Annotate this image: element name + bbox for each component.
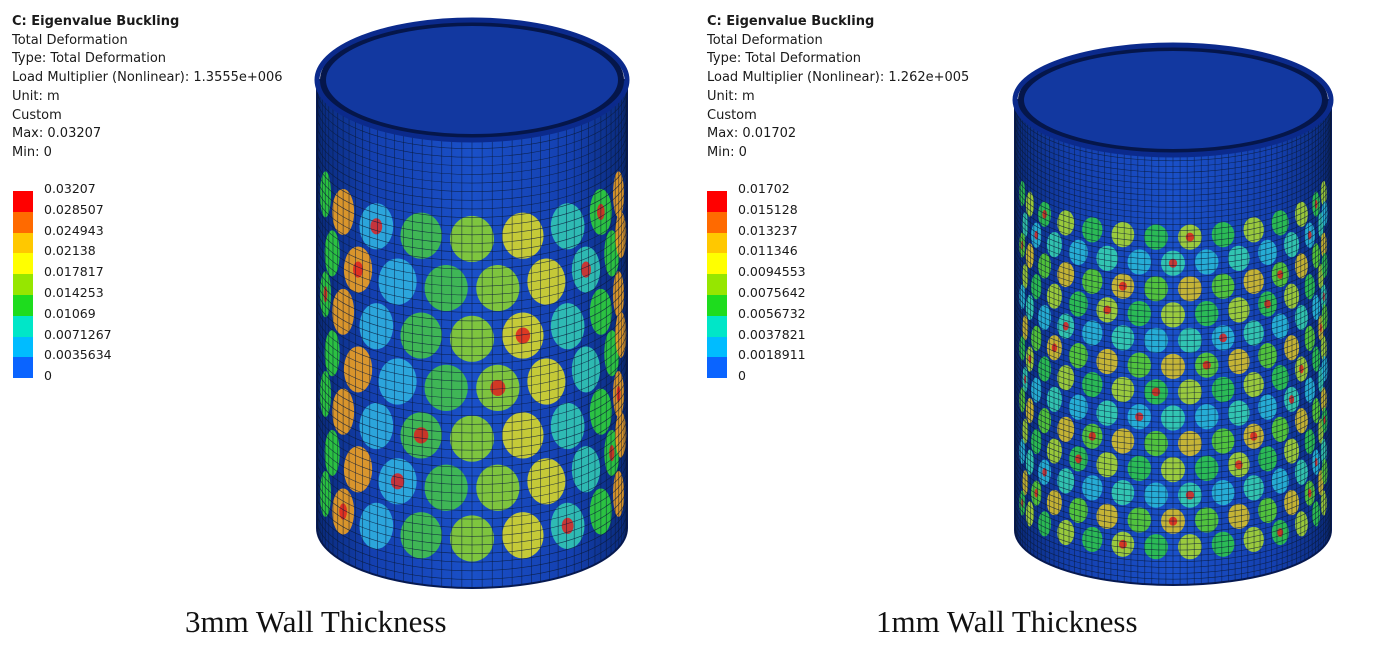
legend-swatch bbox=[13, 253, 33, 275]
legend-value: 0.011346 bbox=[738, 243, 798, 259]
analysis-title: C: Eigenvalue Buckling bbox=[707, 14, 875, 29]
legend-value: 0 bbox=[44, 368, 52, 384]
legend-swatch bbox=[13, 357, 33, 379]
legend-mode: Custom bbox=[707, 107, 757, 123]
max-value: Max: 0.01702 bbox=[707, 126, 797, 142]
legend-mode: Custom bbox=[12, 107, 62, 123]
legend-swatch bbox=[707, 253, 727, 275]
load-multiplier: Load Multiplier (Nonlinear): 1.262e+005 bbox=[707, 70, 970, 86]
legend-value: 0.024943 bbox=[44, 222, 104, 238]
max-value: Max: 0.03207 bbox=[12, 126, 102, 142]
legend-swatch bbox=[13, 336, 33, 358]
legend-value: 0.017817 bbox=[44, 264, 104, 280]
result-name: Total Deformation bbox=[12, 32, 128, 48]
buckled-cylinder-1mm-icon bbox=[1012, 42, 1334, 586]
result-type: Type: Total Deformation bbox=[707, 51, 862, 67]
legend-value: 0.0075642 bbox=[738, 284, 806, 300]
legend-swatch bbox=[13, 315, 33, 337]
legend-value: 0.014253 bbox=[44, 284, 104, 300]
result-type: Type: Total Deformation bbox=[12, 51, 167, 67]
legend-value: 0.015128 bbox=[738, 201, 798, 217]
legend-value: 0.03207 bbox=[44, 181, 96, 196]
legend-value: 0.01702 bbox=[738, 181, 790, 196]
legend-value: 0.0056732 bbox=[738, 305, 806, 321]
load-multiplier: Load Multiplier (Nonlinear): 1.3555e+006 bbox=[12, 70, 283, 86]
legend-value: 0.01069 bbox=[44, 305, 96, 321]
result-info: C: Eigenvalue Buckling Total Deformation… bbox=[707, 13, 969, 163]
legend-value: 0.0037821 bbox=[738, 326, 806, 342]
legend-swatch bbox=[13, 191, 33, 212]
legend-swatch bbox=[13, 274, 33, 296]
legend-swatch bbox=[707, 191, 727, 212]
legend-swatch bbox=[13, 294, 33, 316]
legend-swatch bbox=[707, 274, 727, 296]
legend-value: 0 bbox=[738, 368, 746, 384]
panel-1mm: C: Eigenvalue Buckling Total Deformation… bbox=[695, 0, 1378, 671]
legend-swatch bbox=[707, 232, 727, 254]
min-value: Min: 0 bbox=[707, 144, 747, 160]
caption: 1mm Wall Thickness bbox=[876, 604, 1138, 639]
legend-swatch bbox=[707, 294, 727, 316]
caption: 3mm Wall Thickness bbox=[185, 604, 447, 639]
result-info: C: Eigenvalue Buckling Total Deformation… bbox=[12, 13, 283, 163]
legend-swatch bbox=[13, 232, 33, 254]
result-name: Total Deformation bbox=[707, 32, 823, 48]
panel-3mm: C: Eigenvalue Buckling Total Deformation… bbox=[12, 13, 630, 639]
legend-swatch bbox=[13, 211, 33, 233]
unit: Unit: m bbox=[12, 88, 60, 104]
analysis-title: C: Eigenvalue Buckling bbox=[12, 14, 180, 29]
legend-swatch bbox=[707, 357, 727, 379]
legend-swatch bbox=[707, 315, 727, 337]
legend-value: 0.0094553 bbox=[738, 264, 806, 280]
legend-value: 0.0035634 bbox=[44, 347, 112, 363]
min-value: Min: 0 bbox=[12, 144, 52, 160]
legend-swatch bbox=[707, 211, 727, 233]
buckled-cylinder-3mm-icon bbox=[314, 17, 630, 589]
legend-value: 0.02138 bbox=[44, 243, 96, 259]
legend-value: 0.028507 bbox=[44, 201, 104, 217]
legend-value: 0.0071267 bbox=[44, 326, 112, 342]
legend-value: 0.013237 bbox=[738, 222, 798, 238]
legend-swatch bbox=[707, 336, 727, 358]
unit: Unit: m bbox=[707, 88, 755, 104]
legend-value: 0.0018911 bbox=[738, 347, 806, 363]
